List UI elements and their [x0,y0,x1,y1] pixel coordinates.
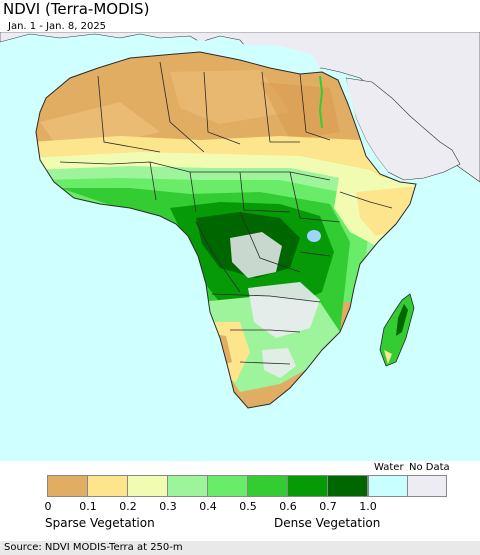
legend-tick: 0.6 [279,500,297,513]
legend-tick: 0.1 [79,500,97,513]
legend-bin-4 [207,475,248,497]
legend-tick: 0.5 [239,500,257,513]
legend-tick: 0.3 [159,500,177,513]
legend-tick: 0.4 [199,500,217,513]
legend-panel [0,461,480,541]
ndvi-map [0,32,480,461]
legend-tick: 0.2 [119,500,137,513]
legend-tick: 0.7 [319,500,337,513]
legend-bin-7 [327,475,368,497]
legend-tick: 1.0 [359,500,377,513]
legend-tick: 0 [44,500,52,513]
legend-bin-0 [47,475,88,497]
legend-bin-2 [127,475,168,497]
water-label: Water [374,462,404,473]
source-footer: Source: NDVI MODIS-Terra at 250-m [0,541,480,555]
legend-bin-1 [87,475,128,497]
dense-vegetation-label: Dense Vegetation [274,516,381,530]
no-data-label: No Data [409,462,450,473]
date-range: Jan. 1 - Jan. 8, 2025 [8,21,107,32]
legend-bin-3 [167,475,208,497]
legend-no-data-swatch [407,475,447,497]
legend-bin-6 [287,475,328,497]
map-title: NDVI (Terra-MODIS) [3,0,150,18]
sparse-vegetation-label: Sparse Vegetation [45,516,155,530]
legend-bin-5 [247,475,288,497]
legend-water-swatch [368,475,408,497]
